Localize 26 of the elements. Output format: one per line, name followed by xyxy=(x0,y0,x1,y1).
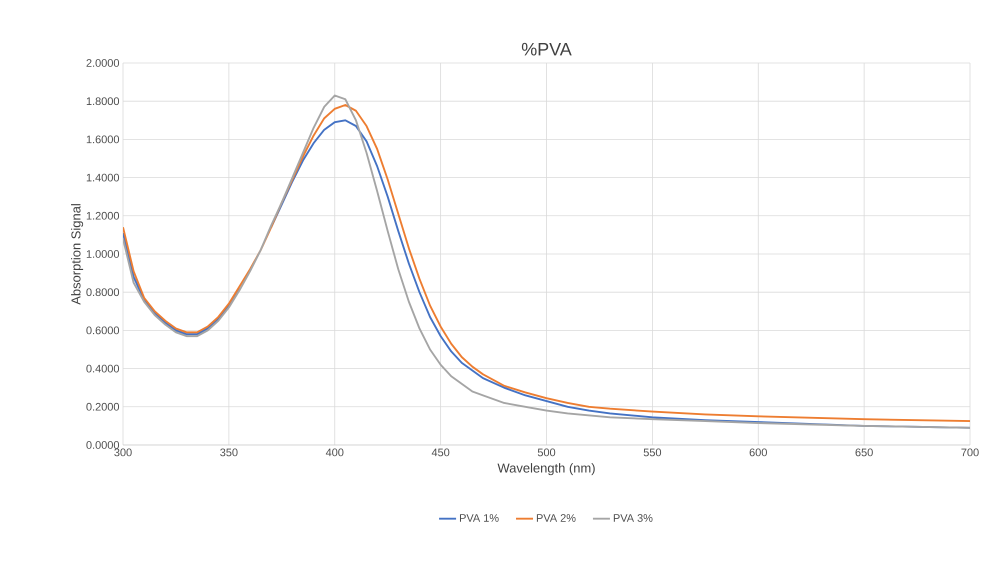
x-tick-label: 450 xyxy=(432,448,450,456)
legend-label: PVA 3% xyxy=(614,514,653,522)
y-tick-label: 2.0000 xyxy=(86,59,120,67)
x-tick-label: 400 xyxy=(326,448,344,456)
x-axis-title: Wavelength (nm) xyxy=(498,463,595,476)
x-tick-label: 350 xyxy=(220,448,238,456)
y-tick-label: 1.8000 xyxy=(86,97,120,106)
x-tick-label: 700 xyxy=(961,448,979,456)
x-tick-label: 650 xyxy=(856,448,873,456)
legend-label: PVA 1% xyxy=(460,514,499,522)
legend-label: PVA 2% xyxy=(536,514,576,522)
y-tick-label: 0.2000 xyxy=(86,402,120,411)
x-tick-label: 300 xyxy=(114,448,132,456)
y-tick-label: 1.0000 xyxy=(86,250,120,258)
y-tick-label: 0.0000 xyxy=(86,441,120,449)
x-tick-label: 600 xyxy=(750,448,767,456)
chart-title: %PVA xyxy=(522,42,572,56)
y-tick-label: 0.4000 xyxy=(86,364,120,372)
y-tick-label: 0.6000 xyxy=(86,326,120,334)
y-tick-label: 1.4000 xyxy=(86,174,120,182)
y-tick-label: 1.2000 xyxy=(86,212,120,220)
y-tick-label: 1.6000 xyxy=(86,136,120,144)
y-tick-label: 0.8000 xyxy=(86,288,120,296)
y-axis-title: Absorption Signal xyxy=(71,204,84,305)
x-tick-label: 500 xyxy=(538,448,556,456)
x-tick-label: 550 xyxy=(644,448,662,456)
